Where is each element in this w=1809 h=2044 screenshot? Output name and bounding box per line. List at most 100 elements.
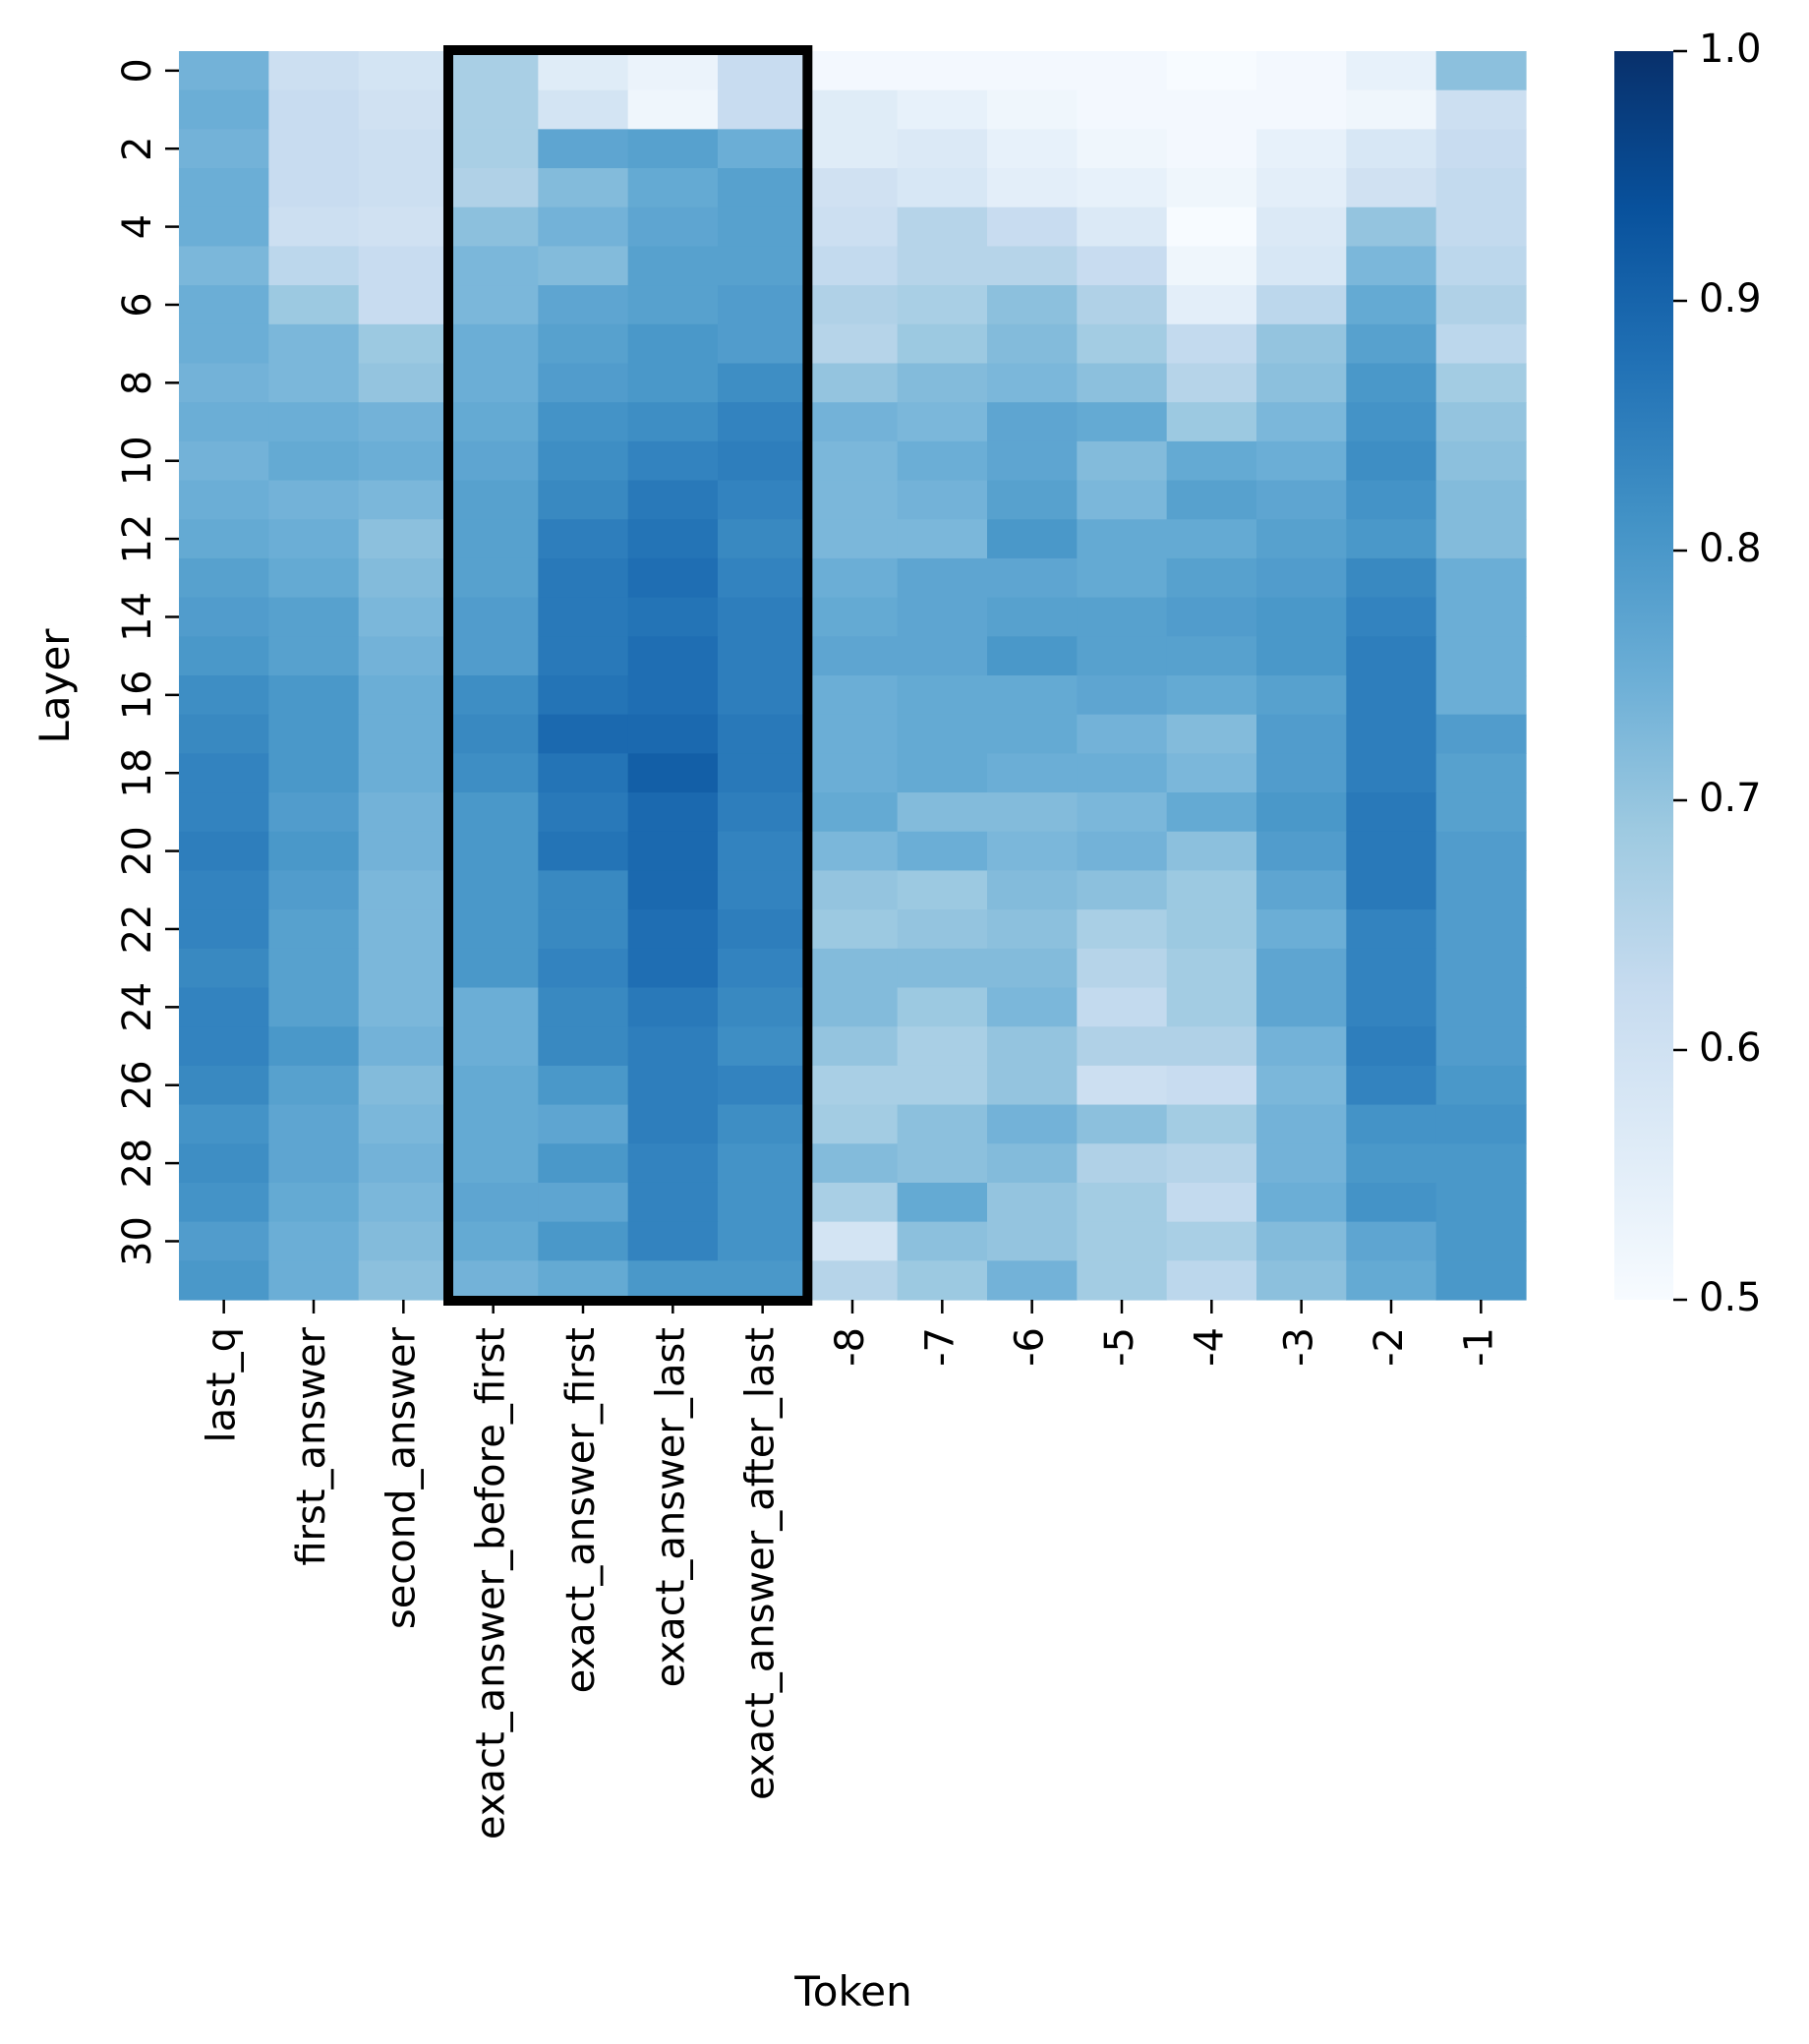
heatmap-cell	[1256, 1221, 1347, 1261]
heatmap-cell	[358, 909, 449, 950]
heatmap-cell	[807, 1104, 899, 1144]
heatmap-cell	[1435, 1026, 1527, 1067]
heatmap-cell	[268, 89, 360, 130]
y-tick-label: 22	[115, 905, 160, 955]
heatmap-cell	[358, 519, 449, 559]
heatmap-cell	[358, 948, 449, 989]
heatmap-cell	[538, 519, 629, 559]
heatmap-cell	[538, 363, 629, 403]
heatmap-cell	[897, 557, 988, 599]
heatmap-cell	[807, 909, 899, 950]
heatmap-cell	[268, 285, 360, 325]
heatmap-cell	[1346, 870, 1437, 910]
heatmap-cell	[1435, 440, 1527, 482]
heatmap-cell	[268, 1104, 360, 1144]
heatmap-cell	[1346, 519, 1437, 559]
heatmap-cell	[448, 987, 539, 1027]
heatmap-cell	[897, 519, 988, 559]
heatmap-cell	[1077, 636, 1168, 676]
heatmap-cell	[1256, 1182, 1347, 1223]
heatmap-cell	[627, 597, 719, 637]
heatmap-cell	[627, 1026, 719, 1067]
heatmap-cell	[1166, 51, 1257, 91]
heatmap-cell	[807, 1221, 899, 1261]
heatmap-cell	[358, 129, 449, 169]
heatmap-cell	[1256, 440, 1347, 482]
heatmap-cell	[358, 206, 449, 248]
heatmap-cell	[1077, 285, 1168, 325]
heatmap-cell	[358, 870, 449, 910]
heatmap-cell	[179, 948, 269, 989]
heatmap-cell	[179, 285, 269, 325]
heatmap-cell	[1166, 1260, 1257, 1301]
heatmap-cell	[358, 1182, 449, 1223]
heatmap-cell	[268, 714, 360, 754]
heatmap-cell	[627, 1182, 719, 1223]
heatmap-cell	[627, 909, 719, 950]
heatmap-cell	[1077, 831, 1168, 872]
heatmap-cell	[538, 987, 629, 1027]
heatmap-cell	[448, 1182, 539, 1223]
heatmap-cell	[1256, 1260, 1347, 1301]
heatmap-cell	[1166, 480, 1257, 520]
heatmap-cell	[268, 909, 360, 950]
heatmap-cell	[268, 792, 360, 833]
y-tick-label: 6	[115, 292, 160, 317]
colorbar-tick-label: 0.8	[1699, 526, 1762, 571]
heatmap-cell	[718, 987, 808, 1027]
heatmap-cell	[1166, 1221, 1257, 1261]
heatmap-cell	[448, 168, 539, 208]
heatmap-cell	[538, 1143, 629, 1184]
heatmap-cell	[1435, 1104, 1527, 1144]
heatmap-cell	[1435, 1065, 1527, 1106]
y-tick-label: 8	[115, 371, 160, 395]
heatmap-cell	[1077, 206, 1168, 248]
x-tick-label: -5	[1097, 1327, 1142, 1367]
heatmap-cell	[538, 402, 629, 442]
heatmap-cell	[807, 168, 899, 208]
heatmap-cell	[807, 285, 899, 325]
heatmap-cell	[627, 792, 719, 833]
heatmap-cell	[987, 714, 1078, 754]
heatmap-cell	[538, 440, 629, 482]
heatmap-cell	[538, 909, 629, 950]
y-tick-label: 0	[115, 58, 160, 83]
heatmap-cell	[1435, 129, 1527, 169]
heatmap-cell	[1346, 636, 1437, 676]
heatmap-cell	[538, 1026, 629, 1067]
heatmap-cell	[627, 285, 719, 325]
heatmap-cell	[718, 557, 808, 599]
heatmap-cell	[448, 402, 539, 442]
heatmap-cell	[718, 1260, 808, 1301]
heatmap-cell	[179, 402, 269, 442]
heatmap-cell	[718, 636, 808, 676]
x-tick-label: first_answer	[289, 1326, 334, 1565]
x-tick-label: -7	[917, 1327, 963, 1367]
heatmap-cell	[448, 1026, 539, 1067]
heatmap-cell	[448, 870, 539, 910]
heatmap-cell	[718, 753, 808, 793]
heatmap-cell	[718, 206, 808, 248]
heatmap-cell	[448, 675, 539, 716]
heatmap-cell	[1166, 89, 1257, 130]
heatmap-cell	[627, 753, 719, 793]
heatmap-cell	[268, 519, 360, 559]
heatmap-cell	[1435, 1182, 1527, 1223]
heatmap-cell	[987, 1104, 1078, 1144]
heatmap-cell	[987, 363, 1078, 403]
heatmap-cell	[627, 1065, 719, 1106]
heatmap-cell	[268, 557, 360, 599]
heatmap-cell	[1256, 402, 1347, 442]
heatmap-cell	[1077, 519, 1168, 559]
y-axis-label: Layer	[30, 628, 79, 744]
heatmap-cell	[897, 636, 988, 676]
heatmap-cell	[538, 714, 629, 754]
heatmap-cell	[1435, 792, 1527, 833]
heatmap-cell	[1256, 636, 1347, 676]
heatmap-cell	[807, 89, 899, 130]
heatmap-cell	[1435, 831, 1527, 872]
heatmap-cell	[358, 636, 449, 676]
heatmap-cell	[1346, 323, 1437, 365]
heatmap-cell	[1346, 51, 1437, 91]
heatmap-cell	[358, 1143, 449, 1184]
